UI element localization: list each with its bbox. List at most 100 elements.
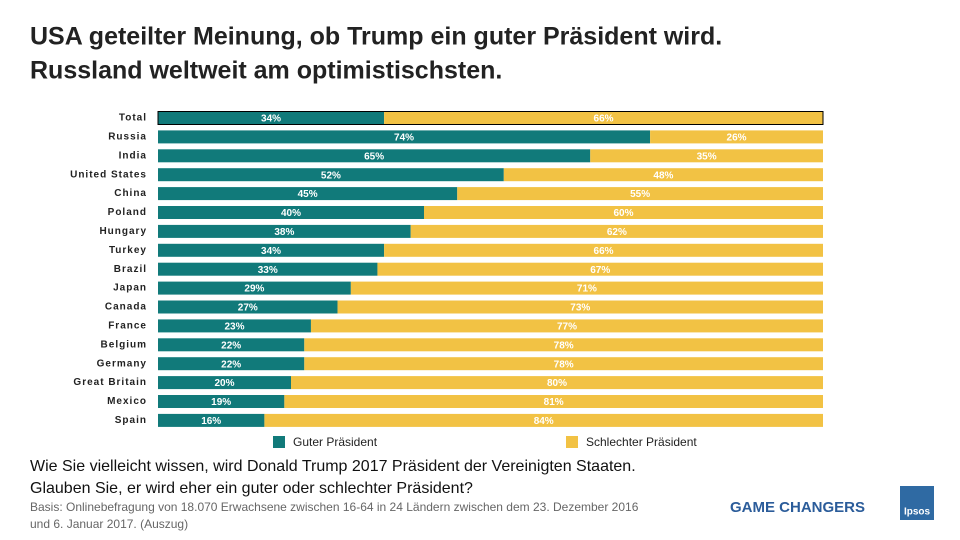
value-label: 38% <box>274 227 294 238</box>
bar <box>158 130 651 144</box>
bar <box>158 187 458 201</box>
bar <box>503 168 823 182</box>
bar <box>158 111 385 125</box>
bar <box>384 111 823 125</box>
bar <box>158 206 424 219</box>
category-label: Turkey <box>109 245 147 256</box>
category-label: Total <box>119 113 147 124</box>
category-label: Germany <box>97 358 147 369</box>
value-label: 65% <box>364 151 384 162</box>
value-label: 66% <box>594 246 614 257</box>
value-label: 22% <box>221 359 241 370</box>
bar <box>158 243 385 257</box>
legend-label: Guter Präsident <box>293 435 378 449</box>
bar <box>350 281 823 295</box>
category-label: Japan <box>113 283 147 294</box>
bar <box>158 357 305 371</box>
question: Glauben Sie, er wird eher ein guter oder… <box>30 480 473 497</box>
value-label: 52% <box>321 170 341 181</box>
category-label: France <box>108 321 147 332</box>
bar <box>457 187 823 201</box>
bar <box>410 224 823 238</box>
value-label: 34% <box>261 114 281 125</box>
value-label: 73% <box>570 303 590 314</box>
value-label: 20% <box>214 378 234 389</box>
category-label: Brazil <box>114 264 147 275</box>
value-label: 77% <box>557 322 577 333</box>
bar <box>310 319 823 333</box>
legend-swatch <box>273 436 285 448</box>
bar <box>158 168 504 182</box>
bar <box>650 130 823 144</box>
bar <box>158 224 411 238</box>
value-label: 66% <box>594 114 614 125</box>
bar <box>158 149 591 163</box>
value-label: 80% <box>547 378 567 389</box>
bar <box>291 376 823 390</box>
bar <box>158 300 338 314</box>
value-label: 33% <box>258 265 278 276</box>
value-label: 78% <box>554 340 574 351</box>
value-label: 19% <box>211 397 231 408</box>
bar <box>158 338 305 352</box>
legend-swatch <box>566 436 578 448</box>
value-label: 23% <box>224 322 244 333</box>
value-label: 34% <box>261 246 281 257</box>
category-label: Hungary <box>99 226 147 237</box>
value-label: 27% <box>238 303 258 314</box>
chart-title: USA geteilter Meinung, ob Trump ein gute… <box>30 23 722 51</box>
legend-label: Schlechter Präsident <box>586 435 697 449</box>
bar <box>158 262 378 276</box>
bar <box>424 206 823 219</box>
category-label: China <box>114 188 147 199</box>
category-label: Russia <box>108 132 147 143</box>
bar <box>377 262 823 276</box>
category-label: Spain <box>115 415 147 426</box>
question: Wie Sie vielleicht wissen, wird Donald T… <box>30 458 636 475</box>
value-label: 81% <box>544 397 564 408</box>
bar <box>158 395 285 408</box>
value-label: 60% <box>613 208 633 219</box>
value-label: 40% <box>281 208 301 219</box>
category-label: Great Britain <box>73 377 147 388</box>
category-label: Belgium <box>101 339 147 350</box>
value-label: 35% <box>697 151 717 162</box>
bar <box>590 149 823 163</box>
value-label: 71% <box>577 284 597 295</box>
bar <box>158 319 311 333</box>
value-label: 62% <box>607 227 627 238</box>
bar <box>158 281 351 295</box>
category-label: Canada <box>105 302 147 313</box>
value-label: 26% <box>727 133 747 144</box>
bar <box>284 395 824 408</box>
value-label: 29% <box>244 284 264 295</box>
value-label: 78% <box>554 359 574 370</box>
bar <box>264 413 823 427</box>
value-label: 22% <box>221 340 241 351</box>
category-label: Mexico <box>107 396 147 407</box>
chart-title: Russland weltweit am optimistischsten. <box>30 57 502 85</box>
note: Basis: Onlinebefragung von 18.070 Erwach… <box>30 500 639 514</box>
category-label: India <box>119 150 147 161</box>
value-label: 74% <box>394 133 414 144</box>
bar <box>304 357 823 371</box>
note: und 6. Januar 2017. (Auszug) <box>30 517 188 531</box>
category-label: Poland <box>108 207 147 218</box>
bar <box>158 376 291 390</box>
bar <box>384 243 823 257</box>
value-label: 84% <box>534 416 554 427</box>
bar <box>304 338 823 352</box>
logo-box <box>900 486 934 520</box>
value-label: 55% <box>630 189 650 200</box>
value-label: 48% <box>653 170 673 181</box>
value-label: 16% <box>201 416 221 427</box>
value-label: 67% <box>590 265 610 276</box>
brand: GAME CHANGERS <box>730 499 865 516</box>
value-label: 45% <box>298 189 318 200</box>
logo: Ipsos <box>904 507 931 518</box>
bar <box>158 413 265 427</box>
category-label: United States <box>70 169 147 180</box>
bar-outline <box>157 111 824 125</box>
